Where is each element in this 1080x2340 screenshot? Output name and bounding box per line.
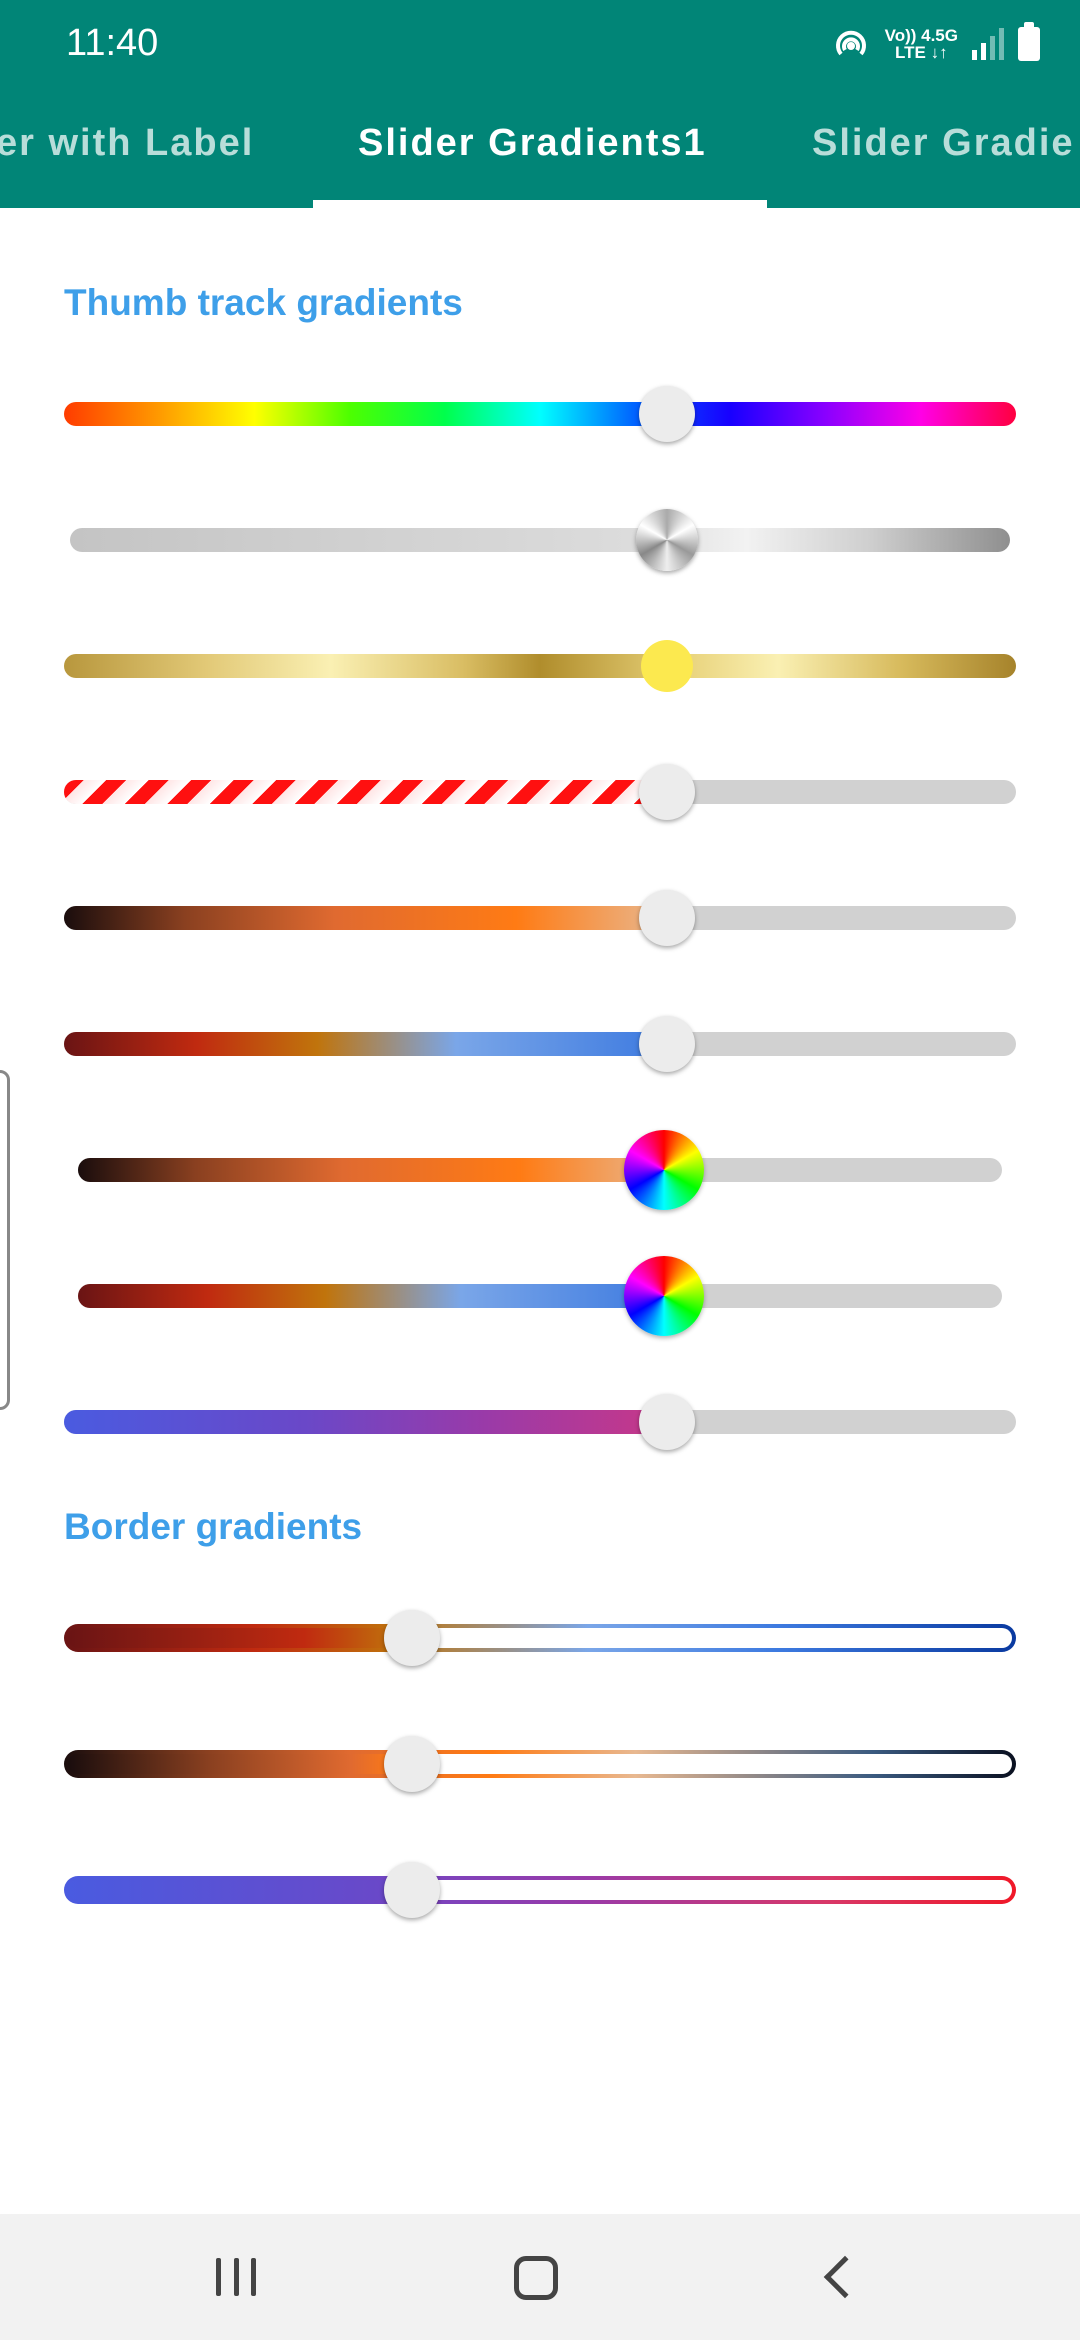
tab-slider-gradients2[interactable]: Slider Gradie [812,122,1075,164]
status-time: 11:40 [66,22,159,64]
battery-icon [1018,22,1040,61]
slider-thumb[interactable] [384,1736,440,1792]
color-wheel-thumb[interactable] [624,1130,704,1210]
edge-panel-handle[interactable] [0,1070,10,1410]
slider-track-active [64,1032,667,1056]
slider-track [70,528,1010,552]
color-wheel-thumb[interactable] [624,1256,704,1336]
rainbow-slider[interactable] [64,384,1016,444]
slider-track-active [64,1410,667,1434]
status-bar: 11:40 Vo)) 4.5G LTE ↓↑ [0,0,1080,86]
slider-thumb[interactable] [639,1016,695,1072]
blue-magenta-slider[interactable] [64,1392,1016,1452]
tab-slider-with-label[interactable]: er with Label [0,122,255,164]
thumb-track-gradients-header: Thumb track gradients [64,282,463,323]
slider-thumb[interactable] [636,509,698,571]
tab-slider-gradients1[interactable]: Slider Gradients1 [358,122,707,164]
border-slider-blue-red[interactable] [64,1860,1016,1920]
net-label-bottom: LTE ↓↑ [895,43,948,62]
slider-track [64,402,1016,426]
slider-thumb[interactable] [384,1610,440,1666]
tab-indicator [313,200,767,208]
signal-icon [972,28,1004,60]
slider-thumb[interactable] [639,1394,695,1450]
slider-thumb[interactable] [641,640,693,692]
slider-track [64,654,1016,678]
slider-thumb[interactable] [639,764,695,820]
navigation-bar [0,2214,1080,2340]
slider-fill [68,1628,1012,1648]
slider-track-active [64,780,667,804]
silver-slider[interactable] [64,509,1016,571]
back-icon[interactable] [823,2255,867,2299]
red-blue-gradient-slider[interactable] [64,1014,1016,1074]
slider-track-active [78,1284,667,1308]
slider-thumb[interactable] [384,1862,440,1918]
tab-bar: er with Label Slider Gradients1 Slider G… [0,86,1080,208]
volte-icon: Vo)) 4.5G LTE ↓↑ [885,27,958,61]
orange-wheel-slider[interactable] [64,1130,1016,1210]
recent-apps-icon[interactable] [216,2258,256,2298]
slider-fill [68,1880,1012,1900]
home-icon[interactable] [514,2256,558,2300]
border-slider-red-blue[interactable] [64,1608,1016,1668]
net-label-top: Vo)) 4.5G [884,26,958,45]
border-gradients-header: Border gradients [64,1506,363,1547]
candy-stripe-slider[interactable] [64,762,1016,822]
slider-thumb[interactable] [639,386,695,442]
slider-fill [68,1754,1012,1774]
slider-track-active [78,1158,667,1182]
slider-track-active [64,906,667,930]
red-blue-wheel-slider[interactable] [64,1256,1016,1336]
gold-slider[interactable] [64,636,1016,696]
orange-gradient-slider[interactable] [64,888,1016,948]
hotspot-icon [831,24,871,64]
slider-thumb[interactable] [639,890,695,946]
status-icons: Vo)) 4.5G LTE ↓↑ [831,20,1040,68]
border-slider-orange-navy[interactable] [64,1734,1016,1794]
